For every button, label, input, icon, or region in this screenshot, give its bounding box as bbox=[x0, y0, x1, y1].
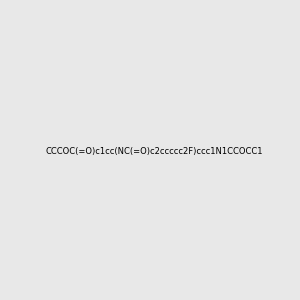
Text: CCCOC(=O)c1cc(NC(=O)c2ccccc2F)ccc1N1CCOCC1: CCCOC(=O)c1cc(NC(=O)c2ccccc2F)ccc1N1CCOC… bbox=[45, 147, 262, 156]
